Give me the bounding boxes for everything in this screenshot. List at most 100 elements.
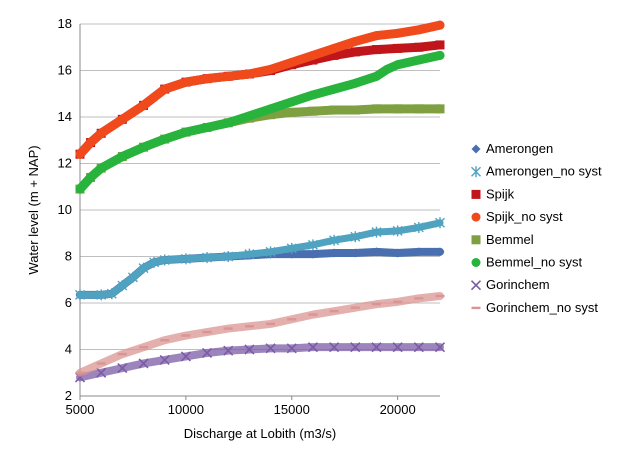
legend-label: Amerongen bbox=[486, 141, 553, 156]
data-point bbox=[159, 354, 170, 366]
legend-item: Bemmel bbox=[471, 232, 534, 247]
data-point bbox=[223, 71, 233, 81]
y-tick-label: 10 bbox=[58, 202, 72, 217]
data-point bbox=[413, 221, 424, 233]
data-point bbox=[266, 104, 276, 114]
legend-marker bbox=[471, 144, 481, 154]
data-point bbox=[223, 251, 234, 262]
legend-label: Bemmel_no syst bbox=[486, 255, 582, 270]
series-line bbox=[76, 343, 444, 382]
data-point bbox=[244, 248, 255, 260]
data-point bbox=[350, 248, 360, 258]
data-point bbox=[329, 84, 339, 94]
data-point bbox=[371, 31, 381, 41]
data-point bbox=[435, 294, 445, 298]
legend: Amerongen Amerongen_no syst Spijk Spijk_no … bbox=[470, 141, 602, 315]
legend-label: Spijk_no syst bbox=[486, 209, 563, 224]
data-point bbox=[329, 248, 339, 258]
data-point bbox=[371, 104, 381, 114]
y-tick-label: 6 bbox=[65, 295, 72, 310]
data-point bbox=[139, 142, 149, 152]
data-point bbox=[139, 100, 149, 110]
data-point bbox=[350, 78, 360, 88]
data-point bbox=[265, 343, 276, 354]
data-point bbox=[350, 36, 360, 46]
data-point bbox=[86, 172, 96, 182]
legend-label: Gorinchem bbox=[486, 277, 550, 292]
data-point bbox=[96, 367, 107, 378]
data-point bbox=[350, 47, 360, 57]
data-point bbox=[202, 252, 213, 264]
data-point bbox=[180, 253, 191, 265]
data-point bbox=[117, 280, 128, 292]
data-point bbox=[414, 247, 424, 257]
data-point bbox=[392, 342, 403, 353]
data-point bbox=[393, 300, 403, 304]
legend-label: Gorinchem_no syst bbox=[486, 300, 598, 315]
data-point bbox=[244, 111, 254, 121]
data-point bbox=[393, 104, 403, 114]
series-layer bbox=[74, 20, 446, 383]
data-point bbox=[244, 325, 254, 328]
data-point bbox=[287, 57, 297, 67]
data-point bbox=[307, 342, 319, 353]
data-point bbox=[86, 138, 96, 148]
y-tick-label: 2 bbox=[65, 388, 72, 403]
data-point bbox=[413, 342, 424, 353]
legend-marker bbox=[471, 258, 481, 267]
data-point bbox=[435, 104, 445, 114]
data-point bbox=[159, 254, 170, 266]
data-point bbox=[181, 127, 191, 137]
data-point bbox=[350, 306, 360, 309]
legend-item: Gorinchem_no syst bbox=[471, 300, 598, 315]
data-point bbox=[106, 288, 117, 300]
series-amerongen-no-syst bbox=[75, 217, 445, 301]
legend-marker bbox=[471, 306, 481, 310]
data-point bbox=[286, 343, 297, 354]
legend-label: Amerongen_no syst bbox=[486, 164, 602, 179]
data-point bbox=[414, 42, 424, 52]
data-point bbox=[308, 313, 318, 316]
legend-item: Gorinchem bbox=[470, 277, 550, 292]
legend-item: Spijk_no syst bbox=[471, 209, 563, 224]
data-point bbox=[435, 50, 445, 60]
data-point bbox=[393, 28, 403, 38]
data-point bbox=[393, 248, 403, 258]
y-tick-label: 8 bbox=[65, 249, 72, 264]
data-point bbox=[223, 118, 233, 128]
data-point bbox=[202, 330, 212, 334]
y-tick-label: 4 bbox=[65, 342, 72, 357]
legend-marker bbox=[471, 189, 481, 199]
data-point bbox=[382, 64, 392, 74]
data-point bbox=[435, 20, 445, 30]
x-tick-label: 5000 bbox=[66, 402, 95, 417]
series-gorinchem-no-syst bbox=[75, 292, 445, 377]
y-axis-title: Water level (m + NAP) bbox=[26, 145, 41, 274]
legend-marker bbox=[471, 235, 481, 245]
data-point bbox=[149, 256, 160, 268]
legend-item: Amerongen bbox=[471, 141, 553, 156]
data-point bbox=[393, 43, 403, 53]
y-tick-label: 14 bbox=[58, 109, 72, 124]
data-point bbox=[75, 289, 85, 301]
data-point bbox=[371, 226, 382, 238]
data-point bbox=[308, 106, 318, 116]
data-point bbox=[392, 225, 403, 237]
data-point bbox=[160, 339, 170, 342]
data-point bbox=[244, 69, 254, 79]
data-point bbox=[287, 97, 297, 107]
data-point bbox=[329, 43, 339, 53]
data-point bbox=[414, 25, 424, 35]
series-bemmel-no-syst bbox=[75, 50, 445, 194]
data-point bbox=[414, 55, 424, 65]
data-point bbox=[223, 345, 234, 356]
data-point bbox=[266, 110, 276, 120]
data-point bbox=[414, 297, 424, 300]
legend-item: Amerongen_no syst bbox=[471, 164, 602, 179]
data-point bbox=[266, 64, 276, 74]
data-point bbox=[329, 105, 339, 115]
data-point bbox=[181, 334, 191, 337]
data-point bbox=[329, 309, 339, 313]
data-point bbox=[202, 122, 212, 132]
